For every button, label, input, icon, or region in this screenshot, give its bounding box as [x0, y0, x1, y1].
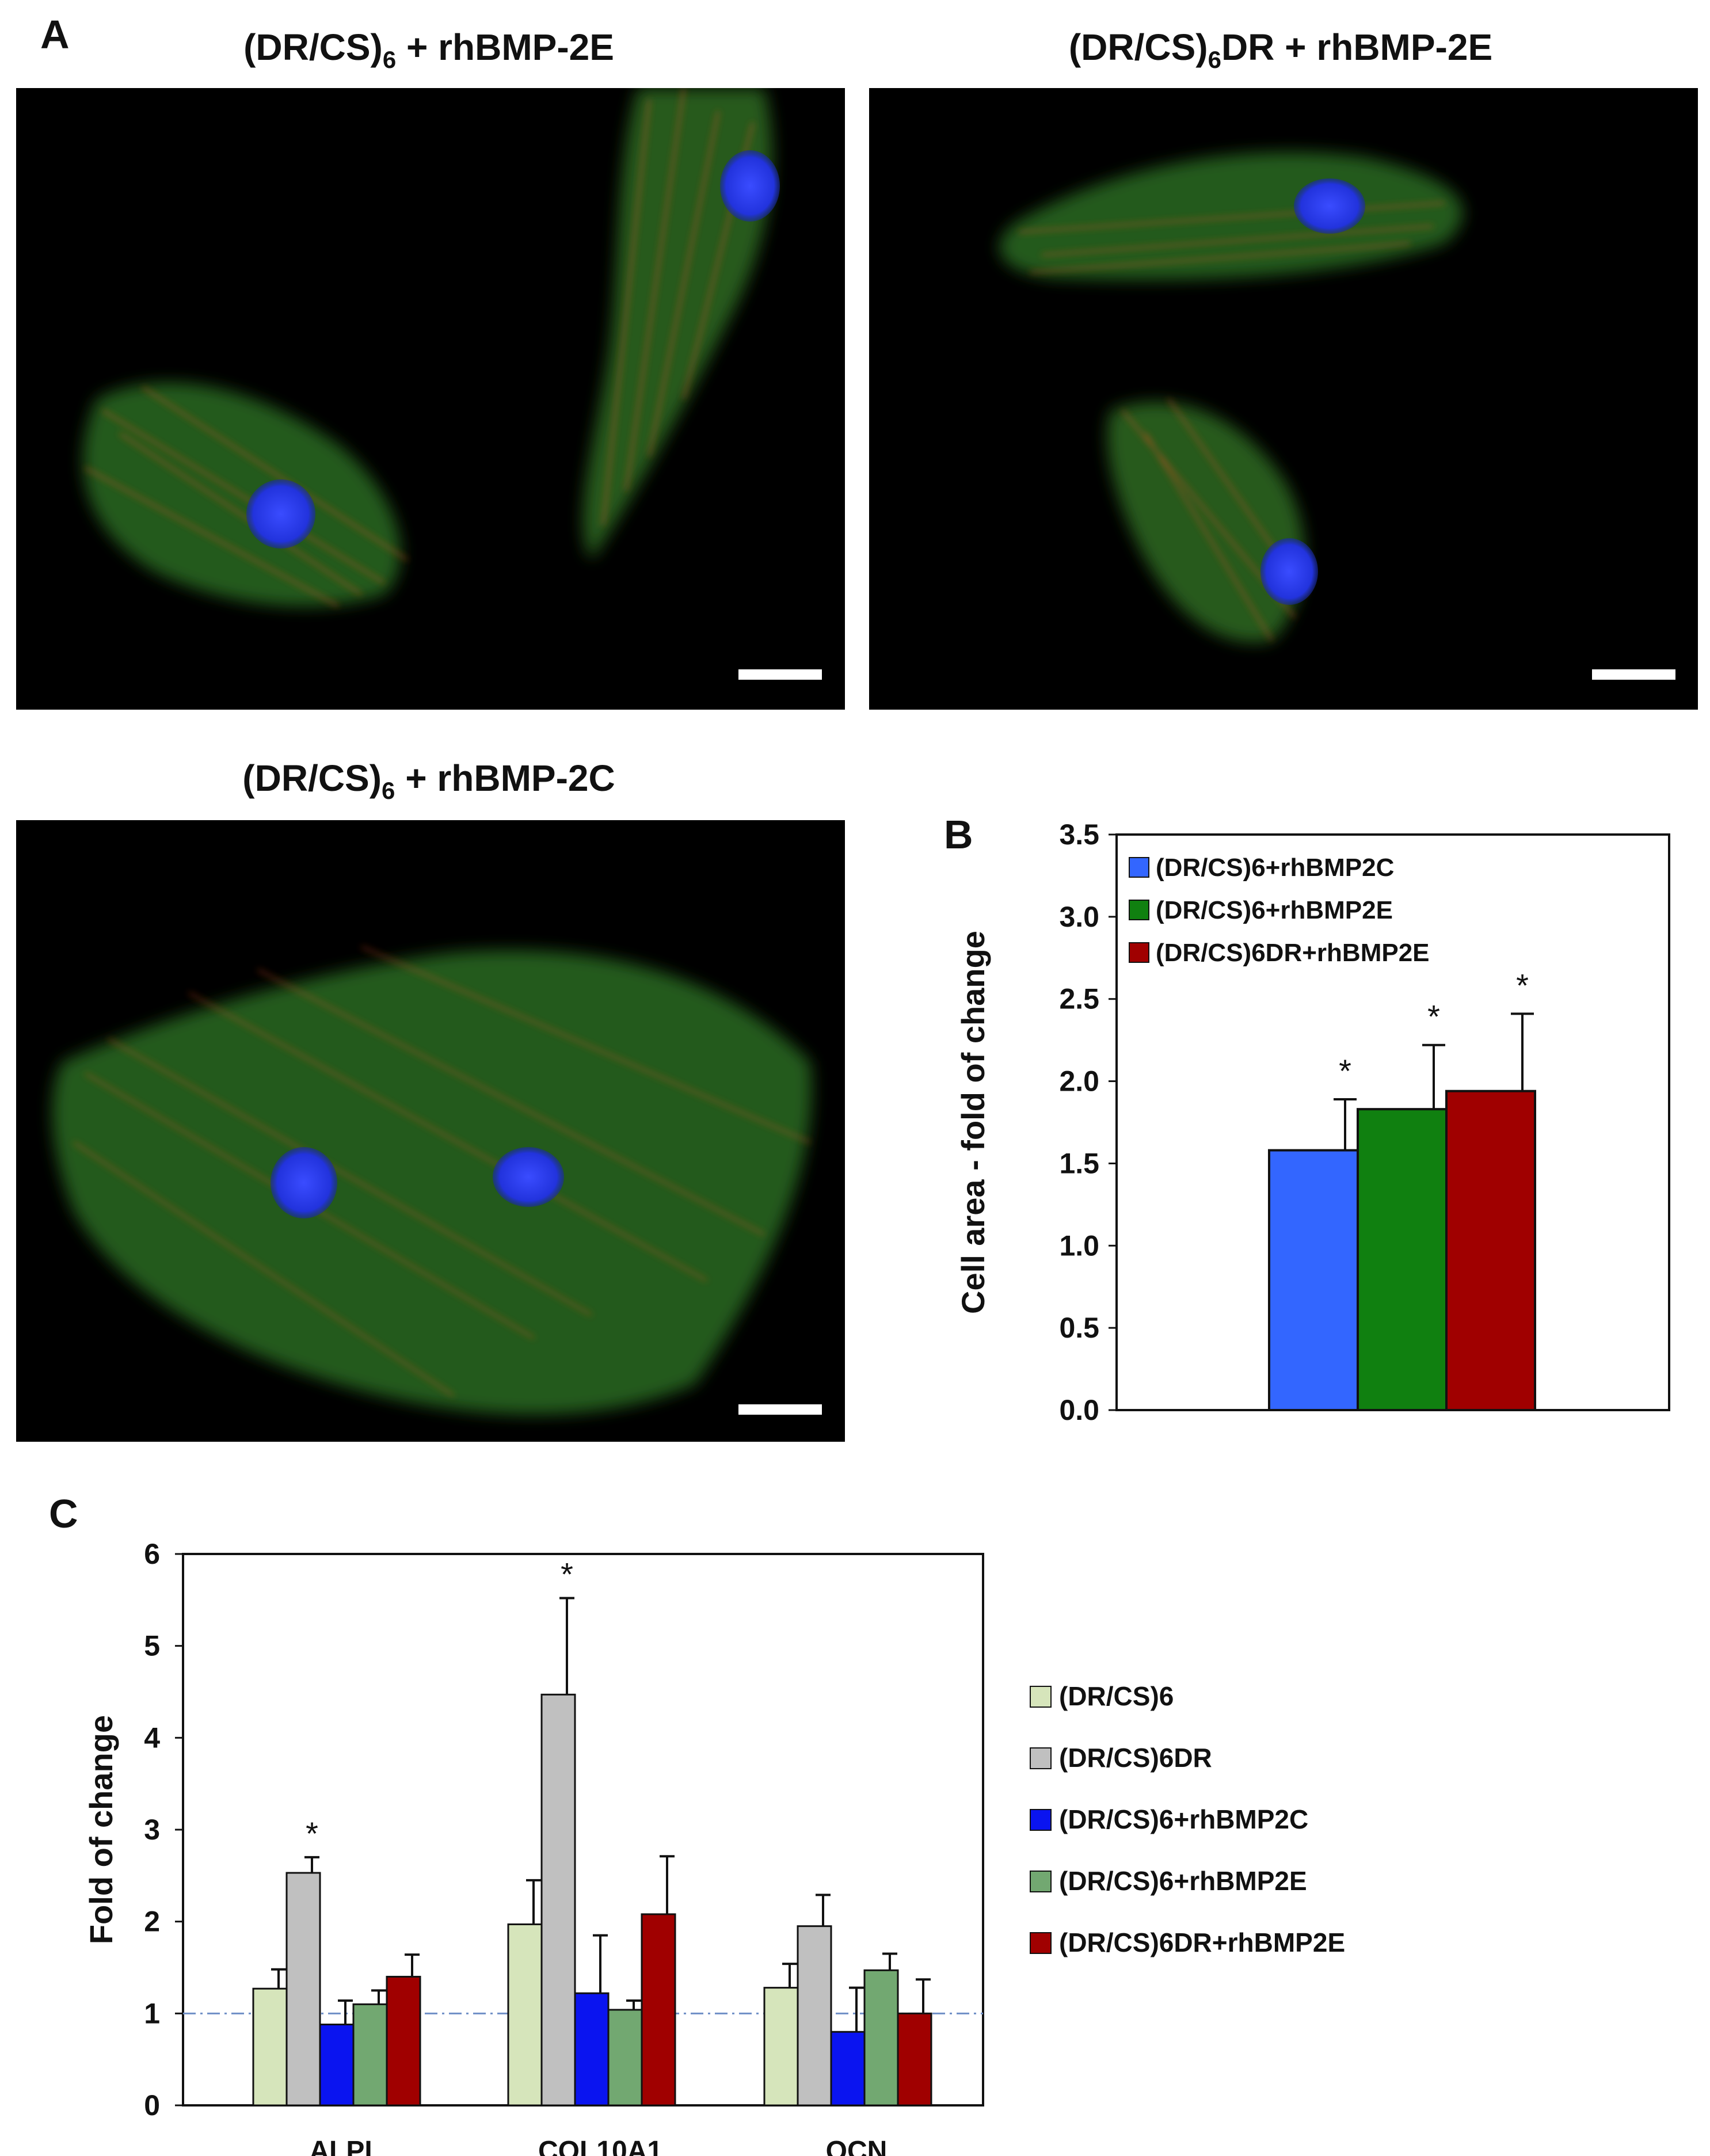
chart-b-bar-1 [1357, 1108, 1448, 1411]
micrograph-2 [869, 88, 1698, 710]
chart-c-ylabel: Fold of change [83, 1715, 119, 1944]
chart-b-ytick-label-0: 0.0 [1059, 1394, 1099, 1426]
chart-b-bar-0 [1268, 1149, 1359, 1411]
scale-bar-3 [738, 1404, 822, 1415]
micrograph-title-2: (DR/CS)6DR + rhBMP-2E [1068, 26, 1493, 73]
chart-b-ytick-label-2: 1.0 [1059, 1229, 1099, 1262]
chart-c-legend-label-4: (DR/CS)6DR+rhBMP2E [1059, 1928, 1345, 1957]
chart-c-bar-2-3 [863, 1969, 899, 2107]
chart-b-legend-swatch-1 [1129, 900, 1149, 920]
chart-c-bar-2-1 [797, 1925, 832, 2107]
chart-c-legend-swatch-4 [1030, 1932, 1052, 1954]
chart-c-legend-swatch-2 [1030, 1809, 1052, 1831]
chart-c-bar-1-0 [507, 1923, 543, 2107]
chart-b-ytick-label-5: 2.5 [1059, 983, 1099, 1015]
micrograph-1 [16, 88, 845, 710]
chart-c-bar-1-3 [607, 2009, 643, 2107]
chart-b-legend-label-1: (DR/CS)6+rhBMP2E [1156, 896, 1393, 924]
chart-c-legend-swatch-1 [1030, 1747, 1052, 1769]
chart-b-legend-swatch-0 [1129, 857, 1149, 878]
chart-b-ylabel: Cell area - fold of change [955, 931, 991, 1314]
chart-c-legend-swatch-0 [1030, 1686, 1052, 1708]
chart-c-annotation-0-1: * [306, 1815, 318, 1852]
chart-c-legend-label-1: (DR/CS)6DR [1059, 1743, 1212, 1773]
panel-letter-a: A [40, 12, 70, 57]
chart-c-xtick-label-2: OCN [826, 2136, 888, 2156]
chart-c-legend-swatch-3 [1030, 1871, 1052, 1892]
chart-c-ytick-label-1: 1 [144, 1997, 160, 2029]
chart-b-ytick-label-1: 0.5 [1059, 1312, 1099, 1344]
chart-c-bar-0-1 [285, 1872, 321, 2107]
chart-c-bar-0-4 [386, 1975, 421, 2107]
chart-c-xtick-label-0: ALPL [309, 2136, 381, 2156]
chart-c: 0 1 2 3 4 5 6 Fold of change * ALPL * COL10A1 OCN (DR… [83, 1538, 1345, 2156]
chart-c-bar-2-4 [897, 2012, 932, 2107]
chart-c-bar-0-3 [352, 2003, 388, 2107]
chart-c-bar-1-1 [540, 1693, 576, 2107]
scale-bar-1 [738, 669, 822, 680]
micrograph-title-3: (DR/CS)6 + rhBMP-2C [242, 757, 615, 804]
chart-b-annotation-1: * [1427, 999, 1440, 1035]
chart-c-ytick-label-5: 5 [144, 1630, 160, 1662]
chart-b-annotation-2: * [1516, 967, 1529, 1003]
chart-c-legend-label-0: (DR/CS)6 [1059, 1681, 1174, 1711]
chart-c-xtick-label-1: COL10A1 [538, 2136, 662, 2156]
chart-c-ytick-label-2: 2 [144, 1906, 160, 1938]
chart-b-ytick-label-4: 2.0 [1059, 1065, 1099, 1098]
chart-c-bar-1-4 [641, 1913, 676, 2107]
chart-b-ytick-label-7: 3.5 [1059, 818, 1099, 851]
chart-b-legend-label-2: (DR/CS)6DR+rhBMP2E [1156, 939, 1430, 967]
chart-c-legend-label-3: (DR/CS)6+rhBMP2E [1059, 1866, 1307, 1896]
chart-c-ytick-label-3: 3 [144, 1814, 160, 1846]
chart-b-ytick-label-6: 3.0 [1059, 901, 1099, 933]
chart-c-bar-0-2 [319, 2023, 355, 2107]
micrograph-3 [16, 820, 845, 1442]
chart-b-legend-swatch-2 [1129, 942, 1149, 963]
micrograph-title-1: (DR/CS)6 + rhBMP-2E [243, 26, 614, 73]
chart-c-bar-2-2 [830, 2031, 866, 2107]
chart-b-bar-2 [1445, 1090, 1536, 1411]
panel-letter-b: B [944, 812, 973, 857]
chart-c-ytick-label-0: 0 [144, 2089, 160, 2121]
chart-c-bar-0-0 [252, 1987, 288, 2107]
scale-bar-2 [1592, 669, 1675, 680]
chart-c-bar-2-0 [763, 1987, 799, 2107]
chart-c-ytick-label-6: 6 [144, 1538, 160, 1570]
chart-b: 0.0 0.5 1.0 1.5 2.0 2.5 3.0 3.5 Cell area - fold… [955, 818, 1670, 1426]
chart-b-legend-label-0: (DR/CS)6+rhBMP2C [1156, 854, 1394, 882]
panel-letter-c: C [49, 1491, 78, 1536]
chart-c-bar-1-2 [574, 1992, 610, 2107]
chart-b-annotation-0: * [1339, 1053, 1351, 1089]
chart-b-ytick-label-3: 1.5 [1059, 1147, 1099, 1179]
chart-c-legend-label-2: (DR/CS)6+rhBMP2C [1059, 1804, 1308, 1834]
chart-c-annotation-1-1: * [561, 1556, 573, 1593]
chart-c-ytick-label-4: 4 [144, 1721, 160, 1754]
